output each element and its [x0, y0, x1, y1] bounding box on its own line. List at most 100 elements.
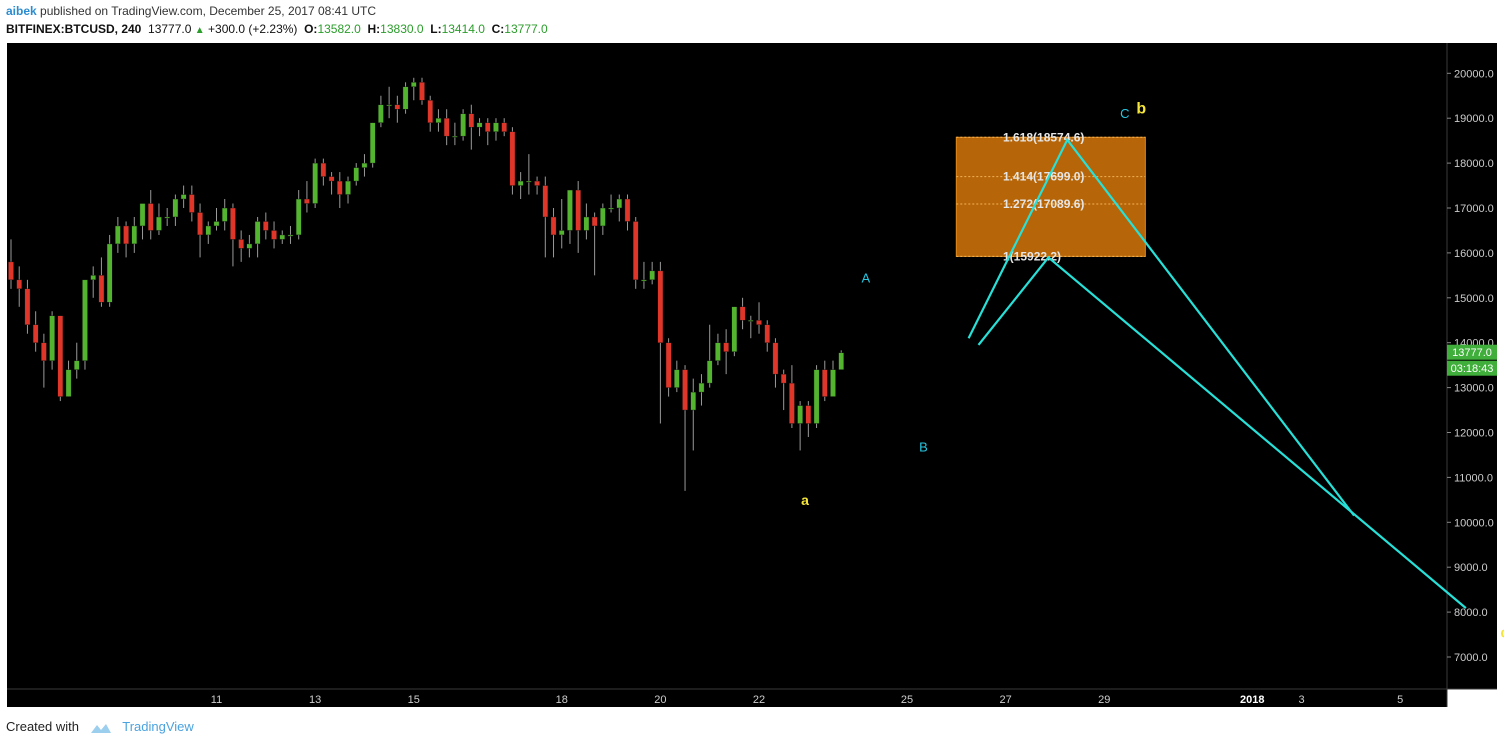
candle-body[interactable]: [600, 207, 606, 227]
candle-body[interactable]: [147, 203, 154, 231]
candle-body[interactable]: [115, 225, 121, 245]
candle-body[interactable]: [805, 405, 812, 424]
wave-projection-lower[interactable]: [977, 255, 1467, 609]
candle-body[interactable]: [312, 162, 318, 204]
candle-body[interactable]: [345, 180, 351, 195]
candle-body[interactable]: [682, 369, 688, 411]
candle-body[interactable]: [517, 180, 524, 186]
candle-body[interactable]: [501, 122, 508, 132]
candle-body[interactable]: [649, 270, 655, 281]
candle-body[interactable]: [558, 230, 565, 236]
candle-body[interactable]: [213, 221, 220, 227]
candle-body[interactable]: [287, 234, 294, 237]
candle-body[interactable]: [723, 342, 729, 352]
candle-body[interactable]: [24, 288, 31, 325]
candle-body[interactable]: [780, 373, 787, 384]
candle-body[interactable]: [542, 185, 549, 218]
candle-body[interactable]: [98, 275, 105, 303]
candle-body[interactable]: [57, 315, 64, 397]
candle-body[interactable]: [690, 391, 697, 411]
candle-body[interactable]: [320, 162, 327, 177]
candle-body[interactable]: [739, 306, 746, 321]
candle-body[interactable]: [410, 82, 417, 87]
candle-body[interactable]: [575, 189, 581, 231]
candle-body[interactable]: [550, 216, 557, 236]
candle-body[interactable]: [468, 113, 475, 128]
plot-area[interactable]: [7, 43, 1447, 689]
candle-body[interactable]: [295, 198, 302, 236]
candle-body[interactable]: [591, 216, 598, 227]
candle-body[interactable]: [419, 82, 425, 101]
candle-body[interactable]: [402, 86, 409, 110]
candle-body[interactable]: [378, 104, 384, 123]
candle-body[interactable]: [756, 320, 762, 325]
candle-body[interactable]: [632, 221, 639, 281]
candle-body[interactable]: [567, 189, 573, 231]
candle-body[interactable]: [427, 100, 434, 123]
candle-body[interactable]: [764, 324, 771, 343]
candle-body[interactable]: [772, 342, 779, 375]
candle-body[interactable]: [641, 279, 647, 282]
candle-body[interactable]: [189, 194, 195, 213]
candle-body[interactable]: [706, 360, 713, 384]
candle-body[interactable]: [813, 369, 820, 424]
candle-body[interactable]: [838, 352, 845, 370]
candle-body[interactable]: [657, 270, 664, 343]
fib-target-box[interactable]: [955, 136, 1146, 257]
candle-body[interactable]: [41, 342, 47, 361]
candle-body[interactable]: [526, 180, 532, 183]
candle-body[interactable]: [509, 131, 516, 186]
candle-body[interactable]: [361, 162, 368, 168]
candle-body[interactable]: [797, 405, 803, 424]
candle-body[interactable]: [789, 382, 795, 424]
candle-body[interactable]: [65, 369, 72, 397]
candle-body[interactable]: [180, 194, 187, 200]
candle-body[interactable]: [221, 207, 228, 222]
candle-body[interactable]: [90, 275, 96, 281]
candle-body[interactable]: [394, 104, 401, 110]
candle-body[interactable]: [172, 198, 179, 218]
candle-body[interactable]: [534, 180, 540, 186]
candle-body[interactable]: [16, 279, 23, 290]
candle-body[interactable]: [830, 369, 836, 397]
tradingview-brand-link[interactable]: TradingView: [122, 719, 194, 734]
candle-body[interactable]: [748, 320, 754, 322]
candle-body[interactable]: [698, 382, 705, 393]
candle-body[interactable]: [583, 216, 590, 231]
candle-body[interactable]: [337, 180, 343, 195]
candle-body[interactable]: [369, 122, 376, 164]
candle-body[interactable]: [205, 225, 212, 236]
candle-body[interactable]: [616, 198, 623, 209]
candle-body[interactable]: [476, 122, 483, 128]
candle-body[interactable]: [263, 221, 269, 231]
candle-body[interactable]: [271, 230, 277, 240]
candle-body[interactable]: [82, 279, 88, 361]
candle-body[interactable]: [8, 261, 14, 281]
candle-body[interactable]: [443, 117, 450, 137]
candle-body[interactable]: [452, 135, 458, 138]
candle-body[interactable]: [254, 221, 261, 245]
candle-body[interactable]: [123, 225, 129, 245]
candle-body[interactable]: [715, 342, 721, 361]
candle-body[interactable]: [493, 122, 499, 132]
candle-body[interactable]: [353, 167, 360, 182]
candle-body[interactable]: [246, 243, 253, 249]
candle-body[interactable]: [197, 212, 203, 236]
candle-body[interactable]: [731, 306, 738, 352]
candle-body[interactable]: [624, 198, 631, 222]
candle-body[interactable]: [674, 369, 680, 388]
candle-body[interactable]: [460, 113, 466, 137]
candle-body[interactable]: [386, 104, 392, 107]
candle-body[interactable]: [164, 216, 170, 219]
candle-body[interactable]: [304, 198, 310, 204]
candle-body[interactable]: [73, 360, 80, 370]
candle-body[interactable]: [665, 342, 672, 388]
candle-body[interactable]: [279, 234, 286, 240]
candle-body[interactable]: [32, 324, 39, 343]
candle-body[interactable]: [156, 216, 162, 231]
candle-body[interactable]: [139, 203, 146, 227]
candle-body[interactable]: [484, 122, 491, 132]
candle-body[interactable]: [106, 243, 113, 303]
candle-body[interactable]: [238, 239, 244, 249]
price-chart[interactable]: 1.618(18574.6) 1.414(17699.0) 1.272(17089.…: [0, 40, 1504, 712]
